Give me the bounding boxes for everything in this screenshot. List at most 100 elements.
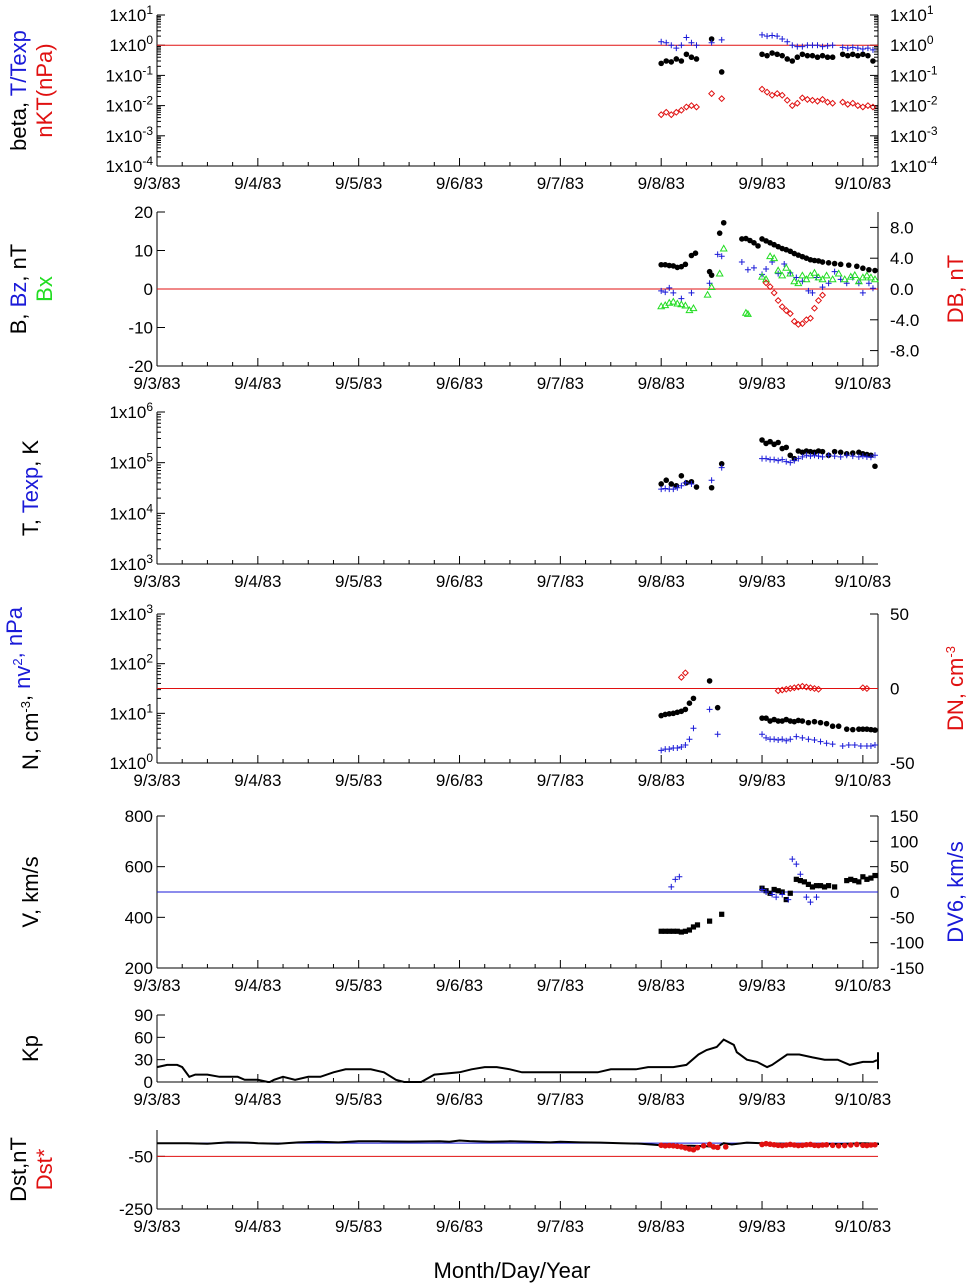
- data-point: [794, 279, 803, 287]
- data-point: [802, 683, 810, 691]
- data-point: [764, 33, 771, 40]
- data-point: [775, 457, 782, 464]
- x-tick-label: 9/9/83: [738, 374, 785, 393]
- data-point: [813, 883, 820, 889]
- data-point: [681, 669, 689, 677]
- data-point: [809, 289, 816, 296]
- data-point: [782, 263, 791, 271]
- y-tick-label: 1x103: [109, 602, 153, 624]
- y-axis-title: Dst,nT: [6, 1137, 31, 1202]
- data-point: [692, 250, 699, 256]
- data-point: [766, 283, 774, 291]
- y-axis-title: N, cm-3, nv2, nPa: [2, 606, 43, 770]
- x-tick-label: 9/7/83: [537, 1090, 584, 1109]
- data-point: [769, 259, 776, 266]
- x-tick-label: 9/8/83: [638, 771, 685, 790]
- data-point: [700, 1143, 707, 1149]
- data-point: [686, 736, 693, 743]
- data-point: [810, 268, 819, 276]
- x-tick-label: 9/3/83: [133, 771, 180, 790]
- data-point: [872, 267, 878, 274]
- y-tick-label: -50: [128, 1147, 153, 1166]
- y-tick-label: 30: [134, 1051, 153, 1070]
- data-point: [819, 1142, 826, 1148]
- data-point: [771, 736, 778, 743]
- right-tick-label: 4.0: [890, 249, 914, 268]
- data-point: [686, 927, 693, 933]
- data-point: [817, 719, 824, 726]
- y-axis-title: beta, T/Texp: [6, 30, 31, 151]
- data-point: [672, 876, 679, 883]
- x-tick-label: 9/9/83: [738, 572, 785, 591]
- data-point: [763, 734, 770, 741]
- data-point: [774, 51, 780, 58]
- data-point: [872, 872, 878, 879]
- data-point: [673, 56, 680, 62]
- data-point: [678, 58, 685, 64]
- data-point: [784, 38, 791, 45]
- data-point: [848, 876, 854, 882]
- data-point: [843, 452, 850, 459]
- data-point: [856, 879, 862, 885]
- data-point: [793, 876, 799, 882]
- data-point: [783, 458, 790, 465]
- y-tick-label: 1x100: [109, 751, 153, 773]
- data-point: [771, 886, 777, 893]
- data-point: [839, 51, 846, 58]
- data-point: [682, 261, 689, 268]
- data-point: [831, 268, 838, 275]
- data-point: [793, 99, 801, 107]
- data-point: [813, 97, 822, 105]
- y-tick-label: 400: [125, 908, 153, 927]
- data-point: [658, 486, 665, 493]
- y-tick-label: 1x10-1: [105, 63, 153, 85]
- data-point: [750, 264, 757, 271]
- right-tick-label: -50: [890, 908, 915, 927]
- data-point: [658, 261, 664, 268]
- data-point: [688, 39, 695, 46]
- data-point: [799, 734, 806, 741]
- y-tick-label: 200: [125, 959, 153, 978]
- right-tick-label: 1x10-1: [890, 63, 938, 85]
- data-point: [835, 723, 842, 730]
- data-point: [708, 39, 715, 46]
- data-point: [798, 682, 806, 690]
- right-tick-label: 0.0: [890, 280, 914, 299]
- x-tick-label: 9/7/83: [537, 771, 584, 790]
- data-point: [824, 98, 832, 106]
- data-point: [666, 284, 673, 291]
- data-point: [860, 726, 866, 732]
- data-point: [779, 736, 786, 743]
- x-tick-label: 9/8/83: [638, 174, 685, 193]
- data-point: [787, 452, 794, 459]
- x-tick-label: 9/9/83: [738, 174, 785, 193]
- data-point: [849, 44, 856, 51]
- data-point: [872, 727, 878, 733]
- data-point: [663, 58, 670, 64]
- x-tick-label: 9/9/83: [738, 771, 785, 790]
- data-point: [722, 1144, 729, 1150]
- y-axis-title-2: Bx: [32, 276, 57, 302]
- data-point: [862, 271, 871, 279]
- data-point: [668, 481, 675, 487]
- y-tick-label: 20: [134, 203, 153, 222]
- data-point: [829, 723, 836, 730]
- x-tick-label: 9/6/83: [436, 572, 483, 591]
- x-tick-label: 9/6/83: [436, 976, 483, 995]
- data-point: [837, 449, 844, 456]
- data-point: [677, 673, 685, 681]
- data-point: [693, 42, 700, 49]
- data-point: [779, 52, 786, 59]
- x-tick-label: 9/10/83: [835, 174, 892, 193]
- data-point: [841, 1142, 848, 1149]
- data-point: [860, 51, 866, 58]
- data-point: [658, 928, 664, 934]
- data-point: [783, 444, 790, 451]
- x-tick-label: 9/6/83: [436, 1217, 483, 1236]
- right-tick-label: 50: [890, 858, 909, 877]
- data-point: [708, 36, 715, 42]
- data-point: [854, 102, 862, 110]
- data-point: [807, 453, 814, 460]
- data-point: [832, 884, 838, 890]
- data-point: [692, 103, 700, 111]
